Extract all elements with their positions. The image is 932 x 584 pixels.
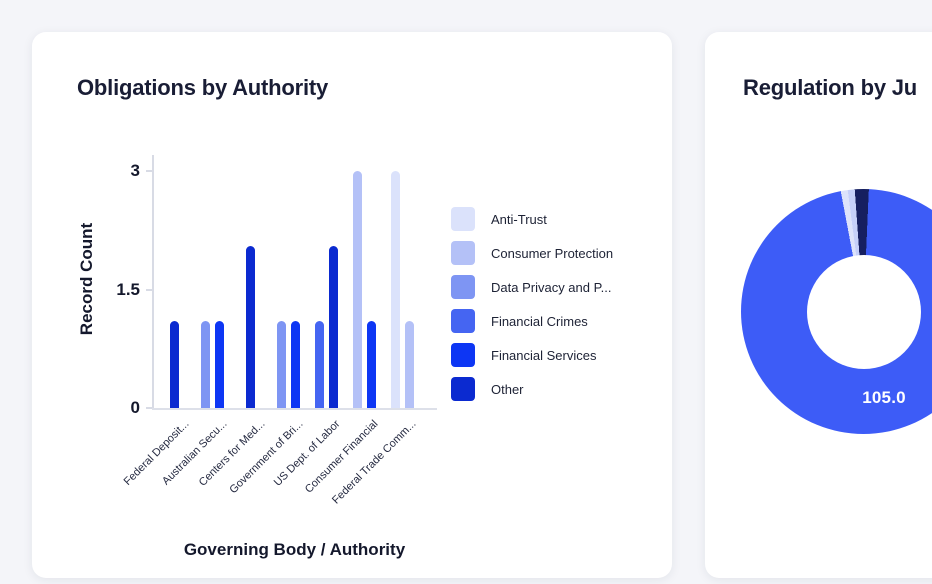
regulation-card-title: Regulation by Ju [743,75,918,100]
bar[interactable] [215,321,225,408]
bar[interactable] [246,246,256,408]
legend-swatch [451,241,475,265]
bar-group [270,321,308,408]
regulation-card: Regulation by Ju 105.0 [705,32,932,578]
bar-group [307,246,345,408]
y-tick-mark [146,288,152,291]
bar-group [383,171,421,408]
legend-label: Financial Crimes [491,313,588,329]
bar[interactable] [291,321,300,408]
bar[interactable] [170,321,180,408]
legend-label: Consumer Protection [491,245,614,261]
bar[interactable] [328,246,338,408]
legend-label: Data Privacy and P... [491,279,612,295]
y-axis-title: Record Count [77,222,96,336]
bar[interactable] [352,171,362,408]
legend-label: Financial Services [491,347,597,363]
x-axis-title: Governing Body / Authority [183,540,406,559]
legend-swatch [451,207,475,231]
bar-group [156,321,194,408]
legend-item[interactable]: Data Privacy and P... [451,275,613,299]
y-tick-label: 0 [130,398,140,417]
obligations-card-title: Obligations by Authority [77,75,329,100]
bar-group [345,171,383,408]
legend-label: Other [491,381,524,397]
bar-group [194,321,232,408]
bar[interactable] [314,321,324,408]
donut-chart[interactable]: 105.0 [741,189,932,434]
legend-item[interactable]: Financial Crimes [451,309,613,333]
y-axis-line [152,155,154,410]
bar[interactable] [201,321,211,408]
bar-groups [156,171,421,408]
donut-value-label: 105.0 [862,388,906,407]
legend-item[interactable]: Consumer Protection [451,241,613,265]
x-axis-line [152,408,437,410]
bar[interactable] [366,321,376,408]
bar[interactable] [277,321,286,408]
legend-swatch [451,309,475,333]
y-tick-mark [146,170,152,172]
legend-item[interactable]: Financial Services [451,343,613,367]
legend-item[interactable]: Other [451,377,613,401]
bar-group [232,246,270,408]
y-tick-mark [146,407,152,409]
legend-swatch [451,343,475,367]
legend-item[interactable]: Anti-Trust [451,207,613,231]
y-tick-label: 1.5 [116,279,140,299]
legend-swatch [451,377,475,401]
bar-plot-area: 0 1.5 3 [116,155,437,417]
bar[interactable] [390,171,400,408]
legend: Anti-Trust Consumer Protection Data Privac… [451,207,613,411]
legend-swatch [451,275,475,299]
donut-hole [806,254,921,369]
bar[interactable] [404,321,414,408]
legend-label: Anti-Trust [491,211,547,227]
y-tick-label: 3 [130,161,140,180]
